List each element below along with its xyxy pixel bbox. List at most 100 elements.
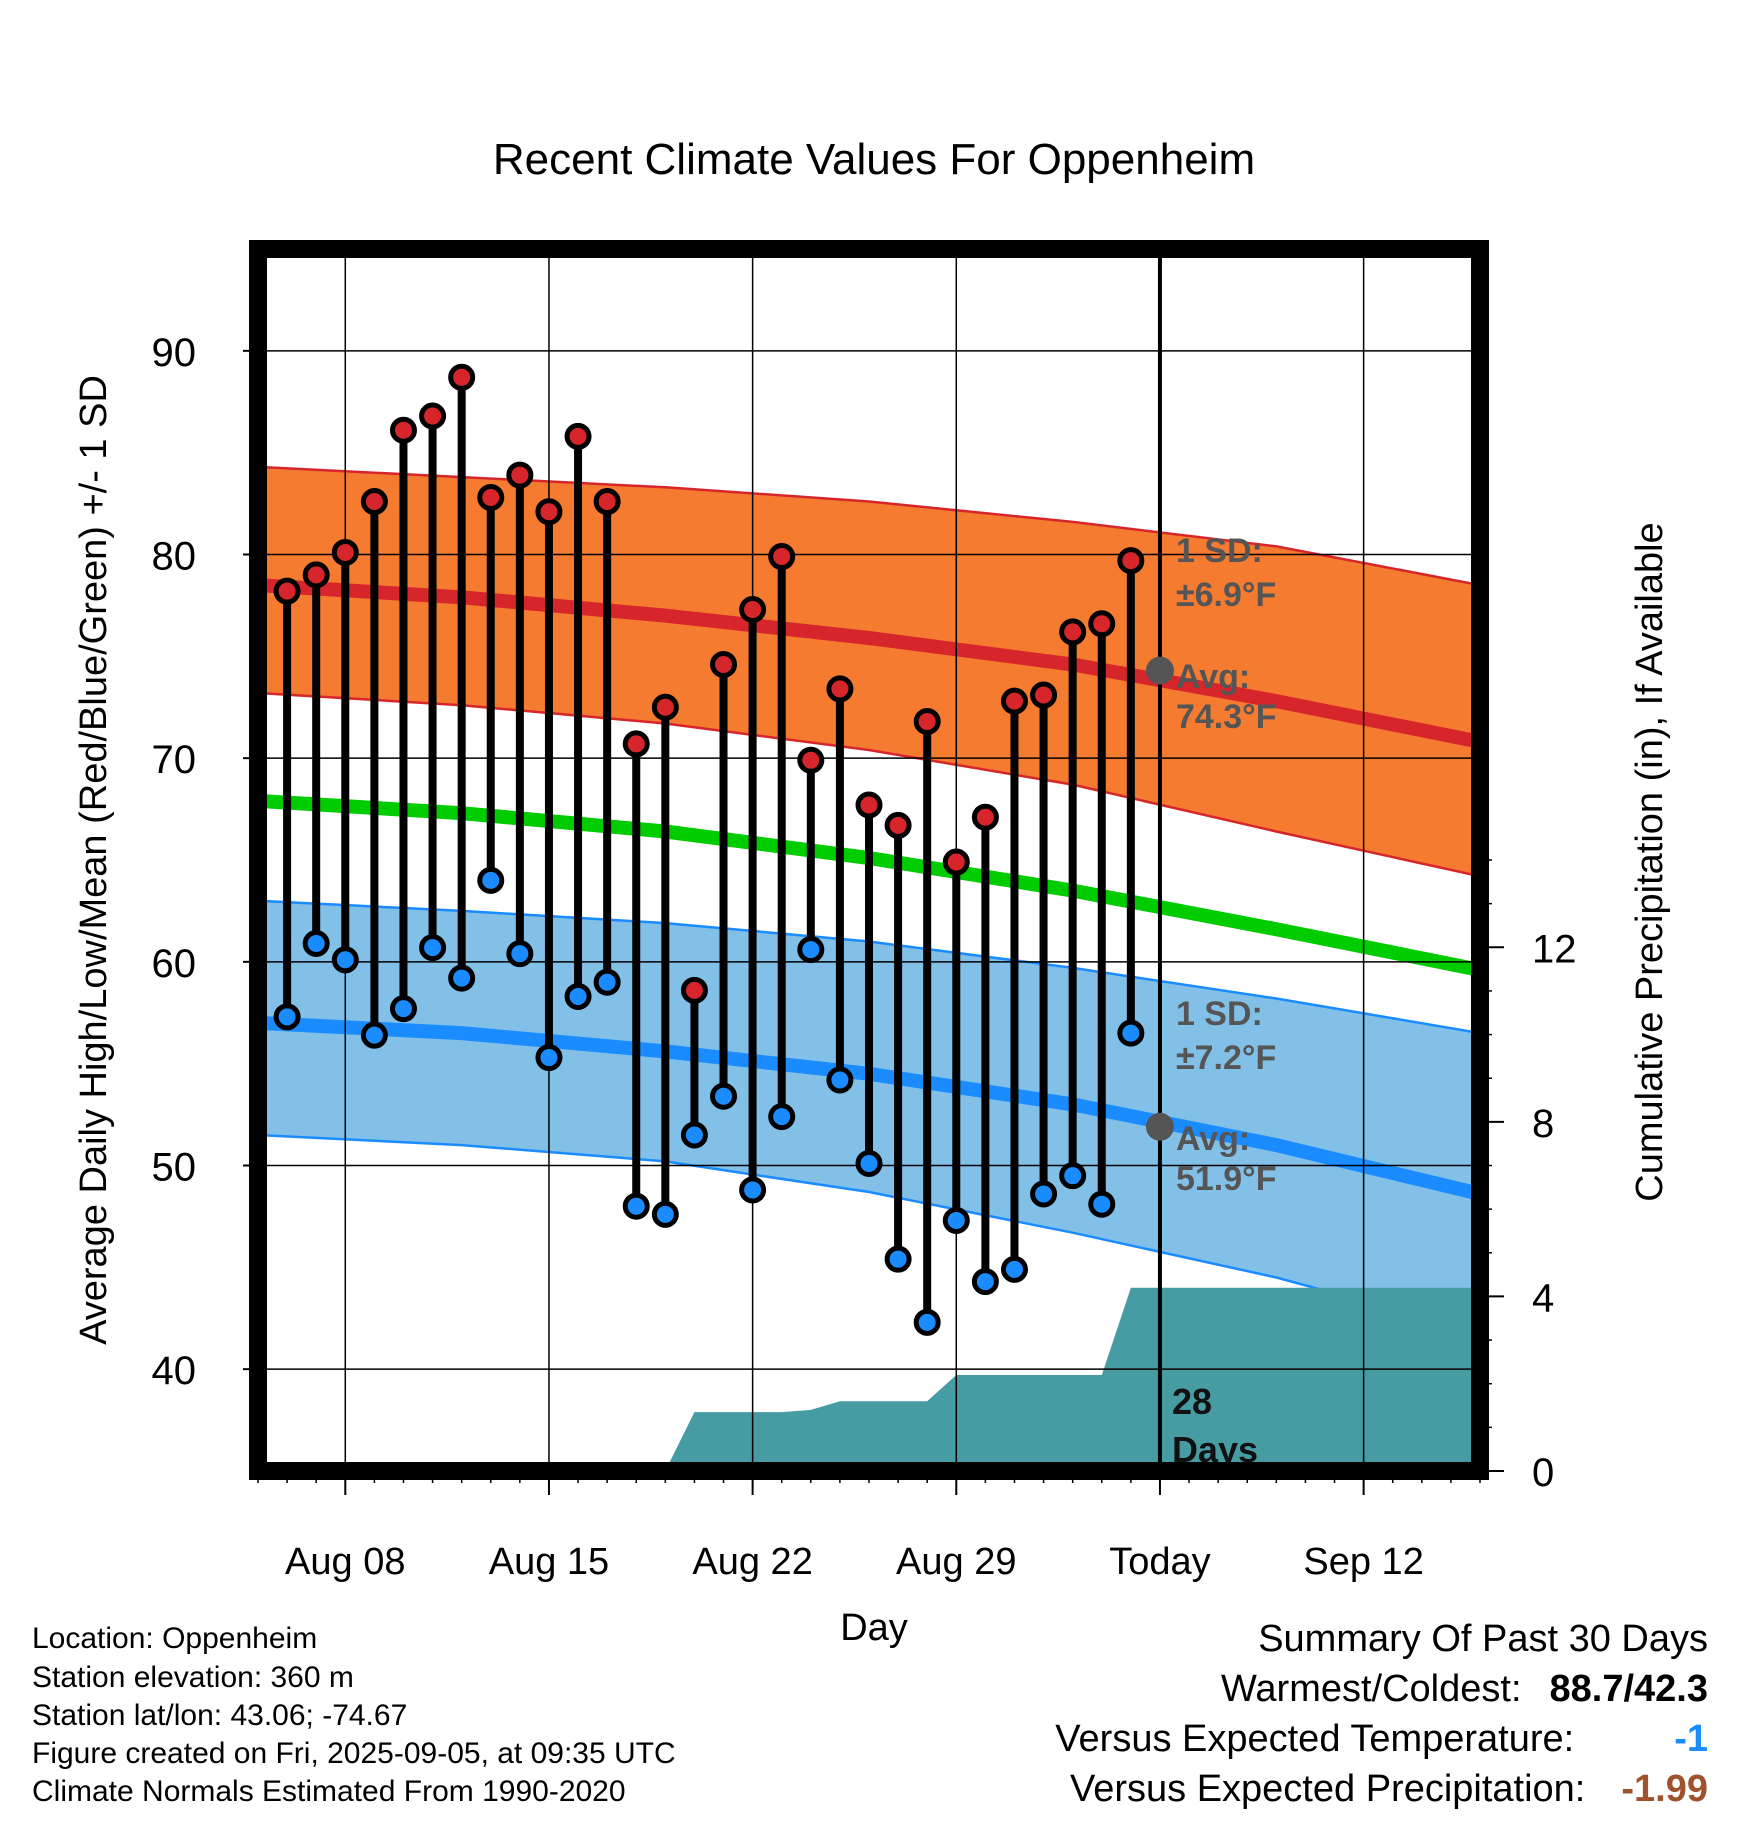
y2-tick-label: 4 <box>1532 1276 1554 1320</box>
daily-high-point <box>651 693 679 721</box>
daily-low-point <box>564 982 592 1010</box>
daily-low-point <box>506 940 534 968</box>
high-avg-today-marker <box>1145 656 1174 685</box>
daily-high-point <box>1030 681 1058 709</box>
low-avg-value: 51.9°F <box>1176 1160 1277 1198</box>
plot-area <box>258 249 1480 1471</box>
daily-low-point <box>680 1121 708 1149</box>
precip-area <box>258 1287 1480 1471</box>
daily-high-point <box>622 730 650 758</box>
daily-high-point <box>826 675 854 703</box>
x-tick-label: Sep 12 <box>1303 1541 1423 1583</box>
daily-high-point <box>331 538 359 566</box>
high-sd-label: 1 SD: <box>1176 532 1263 570</box>
daily-low-point <box>855 1149 883 1177</box>
daily-low-point <box>710 1082 738 1110</box>
daily-high-point <box>1059 618 1087 646</box>
daily-high-point <box>768 543 796 571</box>
daily-high-point <box>506 461 534 489</box>
daily-low-point <box>797 936 825 964</box>
daily-low-point <box>913 1308 941 1336</box>
daily-high-point <box>593 488 621 516</box>
daily-low-point <box>651 1200 679 1228</box>
created-text: Figure created on Fri, 2025-09-05, at 09… <box>32 1737 676 1770</box>
temp-label: Versus Expected Temperature: <box>1055 1718 1575 1760</box>
daily-low-point <box>1117 1019 1145 1047</box>
daily-high-point <box>477 483 505 511</box>
low-sd-lower-line <box>258 1133 1480 1334</box>
daily-high-point <box>448 363 476 391</box>
daily-high-point <box>855 791 883 819</box>
warmest-label: Warmest/Coldest: <box>1220 1668 1522 1710</box>
daily-low-point <box>622 1192 650 1220</box>
y2-tick-label: 0 <box>1532 1451 1554 1495</box>
daily-low-point <box>593 968 621 996</box>
daily-low-point <box>826 1066 854 1094</box>
daily-high-point <box>710 650 738 678</box>
location-text: Location: Oppenheim <box>32 1622 318 1655</box>
daily-low-point <box>302 930 330 958</box>
latlon-text: Station lat/lon: 43.06; -74.67 <box>32 1699 408 1732</box>
daily-high-point <box>797 746 825 774</box>
daily-high-point <box>913 708 941 736</box>
daily-low-point <box>1088 1190 1116 1218</box>
chart-title: Recent Climate Values For Oppenheim <box>493 135 1255 184</box>
x-tick-label: Aug 15 <box>489 1541 609 1583</box>
normals-text: Climate Normals Estimated From 1990-2020 <box>32 1775 626 1808</box>
y-tick-label: 80 <box>152 535 197 579</box>
daily-high-point <box>273 577 301 605</box>
daily-low-point <box>389 995 417 1023</box>
high-sd-band <box>258 466 1480 877</box>
daily-high-point <box>884 811 912 839</box>
daily-high-point <box>360 488 388 516</box>
daily-high-point <box>680 976 708 1004</box>
precip-days-number: 28 <box>1172 1381 1212 1422</box>
summary-temp-row: Versus Expected Temperature: -1 <box>1055 1718 1708 1761</box>
x-tick-label: Today <box>1109 1541 1210 1583</box>
daily-high-point <box>1088 610 1116 638</box>
daily-high-point <box>1000 687 1028 715</box>
daily-high-point <box>419 402 447 430</box>
precip-label: Versus Expected Precipitation: <box>1069 1768 1586 1810</box>
low-sd-value: ±7.2°F <box>1176 1039 1276 1077</box>
daily-low-point <box>884 1245 912 1273</box>
y-tick-label: 50 <box>152 1146 197 1190</box>
daily-low-point <box>360 1021 388 1049</box>
daily-low-point <box>477 866 505 894</box>
daily-low-point <box>331 946 359 974</box>
daily-high-point <box>389 416 417 444</box>
daily-low-point <box>768 1103 796 1131</box>
daily-low-point <box>419 934 447 962</box>
daily-high-point <box>1117 547 1145 575</box>
elevation-text: Station elevation: 360 m <box>32 1661 354 1694</box>
y2-tick-label: 8 <box>1532 1102 1554 1146</box>
daily-low-point <box>942 1206 970 1234</box>
low-avg-today-marker <box>1145 1112 1174 1141</box>
high-avg-value: 74.3°F <box>1176 698 1277 736</box>
low-avg-label: Avg: <box>1176 1120 1250 1158</box>
daily-low-point <box>1059 1162 1087 1190</box>
x-tick-label: Aug 29 <box>896 1541 1016 1583</box>
y-axis-label: Average Daily High/Low/Mean (Red/Blue/Gr… <box>73 375 115 1345</box>
y-tick-label: 90 <box>152 331 197 375</box>
daily-low-point <box>1030 1180 1058 1208</box>
daily-high-point <box>535 498 563 526</box>
daily-high-point <box>971 803 999 831</box>
daily-low-point <box>448 964 476 992</box>
x-tick-label: Aug 08 <box>285 1541 405 1583</box>
daily-high-point <box>942 848 970 876</box>
y2-tick-label: 12 <box>1532 927 1577 971</box>
x-axis-label: Day <box>840 1607 908 1649</box>
daily-high-point <box>302 561 330 589</box>
temp-value: -1 <box>1674 1718 1708 1760</box>
summary-title: Summary Of Past 30 Days <box>1258 1618 1708 1660</box>
x-tick-label: Aug 22 <box>692 1541 812 1583</box>
daily-low-point <box>739 1176 767 1204</box>
y-tick-label: 70 <box>152 738 197 782</box>
low-sd-label: 1 SD: <box>1176 995 1263 1033</box>
y-tick-label: 60 <box>152 942 197 986</box>
warmest-value: 88.7/42.3 <box>1549 1668 1708 1710</box>
daily-low-point <box>273 1003 301 1031</box>
daily-low-point <box>1000 1255 1028 1283</box>
daily-high-point <box>739 595 767 623</box>
